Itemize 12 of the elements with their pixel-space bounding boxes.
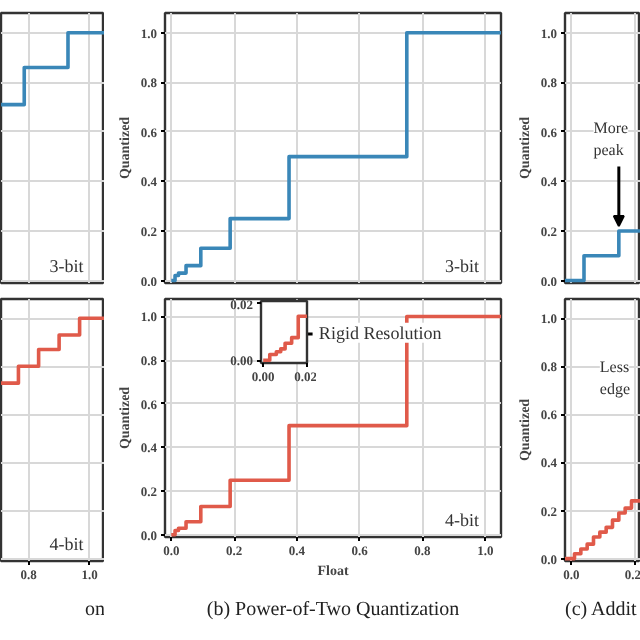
annotation: peak xyxy=(593,141,624,160)
text: (b) Power-of-Two Quantization xyxy=(206,599,460,621)
annotation: Rigid Resolution xyxy=(318,322,443,343)
annotation: 4-bit xyxy=(445,510,481,531)
annotation: 3-bit xyxy=(49,255,85,276)
annotation: edge xyxy=(599,379,631,398)
annotation: More xyxy=(593,118,630,137)
annotation: 3-bit xyxy=(445,255,481,276)
text: (c) Addit xyxy=(565,599,638,621)
annotation: 4-bit xyxy=(49,533,85,554)
text: on xyxy=(85,599,105,621)
annotation: Less xyxy=(599,357,630,376)
